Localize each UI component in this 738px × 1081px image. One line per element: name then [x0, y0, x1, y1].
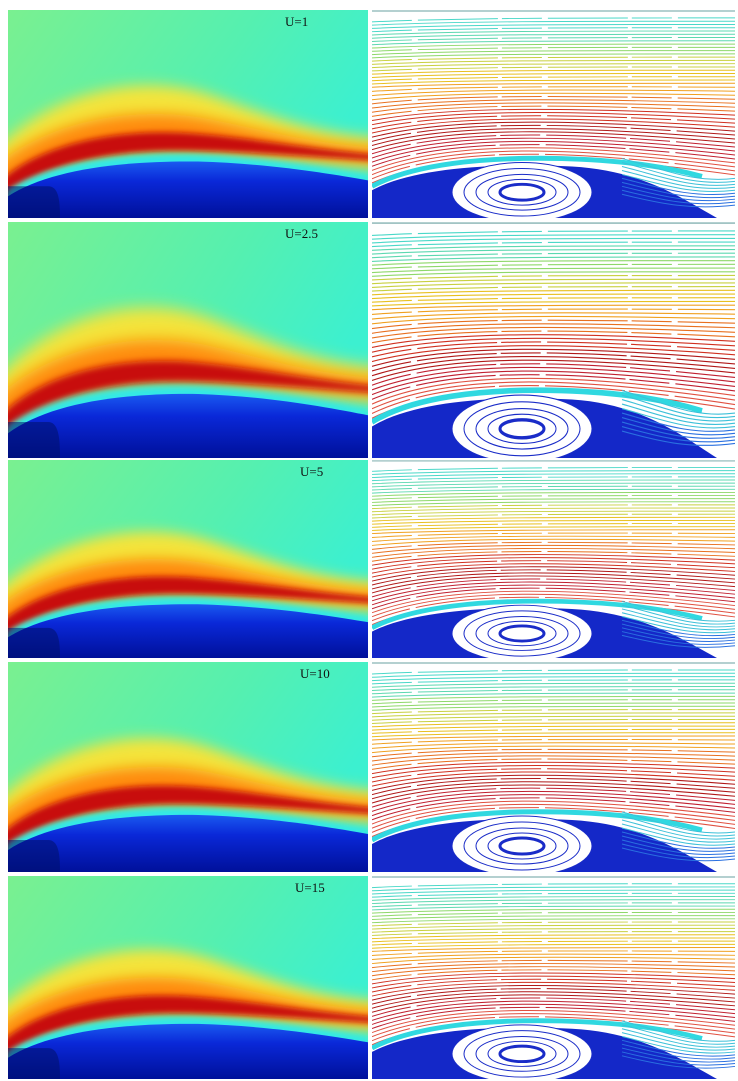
streamline-panel — [372, 460, 735, 662]
streamline-panel — [372, 10, 735, 222]
panel-label: U=15 — [295, 880, 325, 895]
contour-step — [8, 628, 60, 658]
contour-panel — [0, 460, 388, 658]
panel-label: U=2.5 — [285, 226, 318, 241]
contour-step — [8, 186, 60, 218]
contour-panel — [0, 662, 388, 872]
contour-step — [8, 422, 60, 458]
streamline-panel — [372, 222, 735, 462]
contour-panel — [0, 876, 388, 1079]
vortex-ring — [452, 816, 592, 876]
vortex-ring — [452, 395, 592, 462]
figure: U=1 U=2.5 U=5 U=10 U=15 — [0, 0, 738, 1081]
contour-panel — [0, 222, 388, 458]
contour-step — [8, 840, 60, 872]
vortex-ring — [452, 1025, 592, 1081]
vortex-ring — [452, 163, 592, 222]
vortex-ring — [452, 605, 592, 662]
streamline-panel — [372, 662, 735, 876]
panel-label: U=10 — [300, 666, 330, 681]
contour-step — [8, 1048, 60, 1079]
panel-label: U=1 — [285, 14, 308, 29]
contour-panel — [0, 10, 388, 218]
streamline-panel — [372, 876, 735, 1081]
panel-label: U=5 — [300, 464, 323, 479]
